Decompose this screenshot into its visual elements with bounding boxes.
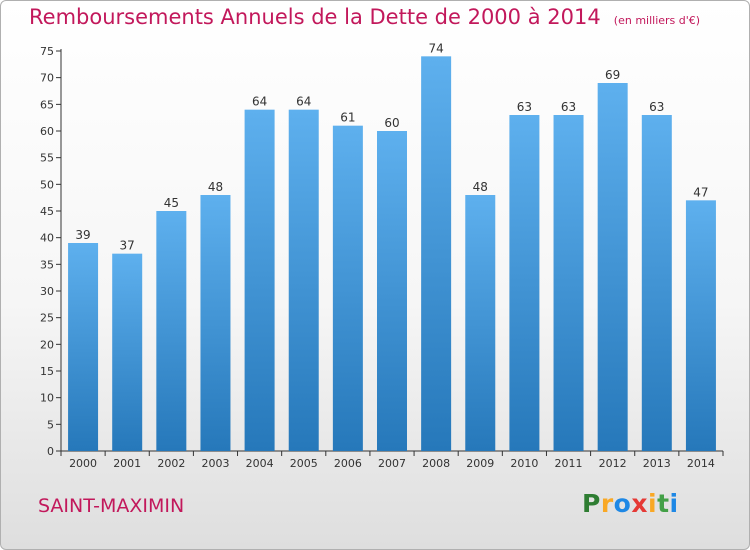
bar-2014 bbox=[685, 200, 716, 451]
bar-value-label: 74 bbox=[428, 41, 443, 55]
x-tick-label: 2003 bbox=[201, 457, 229, 470]
chart-title: Remboursements Annuels de la Dette de 20… bbox=[29, 5, 601, 29]
x-tick-label: 2004 bbox=[246, 457, 274, 470]
x-tick-label: 2006 bbox=[334, 457, 362, 470]
y-tick-label: 70 bbox=[40, 72, 54, 85]
y-tick-label: 60 bbox=[40, 125, 54, 138]
y-tick-label: 25 bbox=[40, 312, 54, 325]
title-row: Remboursements Annuels de la Dette de 20… bbox=[29, 5, 700, 29]
y-tick-label: 65 bbox=[40, 98, 54, 111]
bar-2005 bbox=[288, 109, 319, 452]
x-tick-label: 2009 bbox=[466, 457, 494, 470]
y-tick-label: 35 bbox=[40, 258, 54, 271]
y-tick-label: 45 bbox=[40, 205, 54, 218]
bar-value-label: 69 bbox=[605, 68, 620, 82]
bar-2000 bbox=[68, 243, 99, 451]
bar-value-label: 61 bbox=[340, 111, 355, 125]
brand-letter: o bbox=[613, 489, 632, 518]
bar-value-label: 47 bbox=[693, 185, 708, 199]
brand-letter: i bbox=[648, 489, 658, 518]
bar-2003 bbox=[200, 195, 231, 451]
x-axis: 2000 2001 2002 2003 2004 2005 2006 2007 2008 2009… bbox=[60, 450, 724, 470]
y-tick-label: 75 bbox=[40, 45, 54, 58]
bar-2013 bbox=[641, 115, 672, 451]
x-tick-label: 2013 bbox=[643, 457, 671, 470]
bar-2008 bbox=[421, 56, 452, 451]
bar-2001 bbox=[112, 253, 143, 451]
y-tick-label: 50 bbox=[40, 178, 54, 191]
bar-value-label: 45 bbox=[164, 196, 179, 210]
y-axis: 0 5 10 15 20 25 30 35 40 45 50 55 60 65 70 75 bbox=[40, 45, 62, 458]
y-tick-label: 10 bbox=[40, 392, 54, 405]
brand-letter: t bbox=[657, 489, 670, 518]
bar-value-label: 37 bbox=[120, 239, 135, 253]
y-tick-label: 20 bbox=[40, 338, 54, 351]
bar-value-label: 64 bbox=[252, 95, 267, 109]
bar-value-label: 63 bbox=[561, 100, 576, 114]
x-tick-label: 2007 bbox=[378, 457, 406, 470]
brand-letter: r bbox=[600, 489, 614, 518]
x-tick-label: 2002 bbox=[157, 457, 185, 470]
bar-2007 bbox=[377, 131, 407, 451]
bar-value-label: 63 bbox=[649, 100, 664, 114]
brand-letter: x bbox=[631, 489, 648, 518]
y-tick-label: 5 bbox=[47, 418, 54, 431]
bars: 39 37 45 48 64 64 61 60 74 48 63 63 69 63 47 bbox=[68, 41, 716, 452]
brand-letter: i bbox=[669, 489, 679, 518]
bar-2010 bbox=[509, 115, 540, 451]
bar-2011 bbox=[553, 115, 584, 451]
bar-value-label: 60 bbox=[384, 116, 399, 130]
bar-value-label: 48 bbox=[208, 180, 223, 194]
x-tick-label: 2001 bbox=[113, 457, 141, 470]
brand-logo: Proxiti bbox=[582, 489, 679, 518]
bar-value-label: 48 bbox=[473, 180, 488, 194]
x-tick-label: 2014 bbox=[687, 457, 715, 470]
bar-value-label: 39 bbox=[75, 228, 90, 242]
bar-2012 bbox=[597, 83, 628, 451]
bar-2009 bbox=[465, 195, 496, 451]
y-tick-label: 55 bbox=[40, 152, 54, 165]
y-tick-label: 15 bbox=[40, 365, 54, 378]
chart-unit: (en milliers d'€) bbox=[613, 14, 701, 27]
bar-value-label: 63 bbox=[517, 100, 532, 114]
x-tick-label: 2011 bbox=[555, 457, 583, 470]
x-tick-label: 2005 bbox=[290, 457, 318, 470]
bar-2002 bbox=[156, 211, 187, 451]
x-tick-label: 2000 bbox=[69, 457, 97, 470]
x-tick-label: 2010 bbox=[510, 457, 538, 470]
y-tick-label: 0 bbox=[47, 445, 54, 458]
y-tick-label: 40 bbox=[40, 232, 54, 245]
bar-2006 bbox=[332, 125, 363, 452]
x-tick-label: 2012 bbox=[599, 457, 627, 470]
bar-value-label: 64 bbox=[296, 95, 311, 109]
bar-2004 bbox=[244, 109, 275, 452]
y-tick-label: 30 bbox=[40, 285, 54, 298]
x-tick-label: 2008 bbox=[422, 457, 450, 470]
location-label: SAINT-MAXIMIN bbox=[38, 495, 185, 517]
brand-letter: P bbox=[582, 489, 601, 518]
